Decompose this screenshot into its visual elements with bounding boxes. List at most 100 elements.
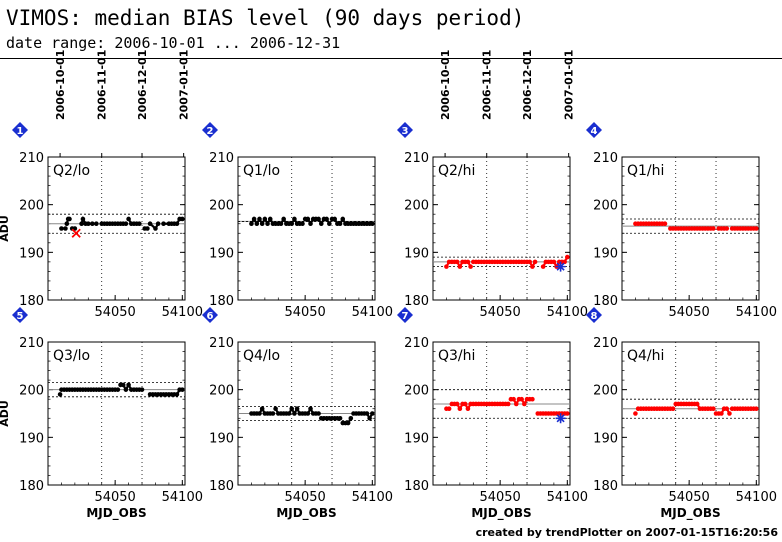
data-point: [308, 221, 313, 227]
data-point: [370, 221, 375, 227]
x-tick-label: 54100: [162, 305, 203, 320]
panel-number: 1: [17, 126, 24, 137]
y-tick-label: 190: [209, 246, 234, 261]
panel-number: 3: [402, 126, 409, 137]
y-tick-label: 210: [19, 336, 44, 351]
data-point: [633, 411, 638, 416]
data-point: [337, 415, 343, 421]
data-point: [532, 259, 538, 265]
data-point: [465, 406, 471, 412]
data-point: [257, 411, 262, 416]
panel-number-badge-icon: [397, 307, 413, 323]
panel-frame: [47, 341, 186, 486]
y-tick-label: 200: [404, 384, 429, 399]
data-point: [180, 216, 185, 222]
data-point: [286, 411, 292, 416]
data-point: [367, 415, 372, 421]
panel-2: 2 180 190 200 210 54050 54100 Q1/lo: [202, 122, 393, 320]
data-point: [337, 221, 343, 227]
y-tick-label: 180: [19, 294, 44, 309]
y-tick-label: 200: [209, 199, 234, 214]
panel-number-badge-icon: [586, 307, 602, 323]
data-point: [727, 411, 732, 416]
date-tick-label: 2006-12-01: [136, 50, 149, 120]
data-point: [340, 216, 346, 222]
data-point: [670, 406, 676, 412]
data-point: [457, 264, 463, 269]
data-point: [180, 387, 185, 392]
y-tick-label: 210: [404, 151, 429, 166]
data-point: [257, 216, 262, 222]
data-point: [281, 216, 286, 222]
data-point: [294, 406, 300, 412]
panel-number: 7: [402, 311, 409, 322]
y-tick-label: 190: [19, 246, 44, 261]
x-tick-label: 54100: [352, 490, 393, 505]
x-tick-label: 54100: [736, 490, 777, 505]
y-tick-label: 190: [404, 431, 429, 446]
data-point: [454, 259, 460, 265]
y-tick-label: 180: [19, 479, 44, 494]
x-axis-label: MJD_OBS: [471, 506, 531, 521]
panel-label: Q3/lo: [53, 348, 90, 364]
panel-label: Q2/hi: [438, 163, 475, 179]
data-point: [57, 392, 63, 397]
data-point: [724, 226, 730, 231]
data-point: [63, 226, 68, 231]
data-point: [147, 221, 153, 227]
data-point: [161, 221, 166, 227]
panel-frame: [47, 156, 186, 301]
y-tick-label: 180: [209, 479, 234, 494]
data-point: [519, 396, 524, 402]
panel-6: 6 180 190 200 210 54050 54100 MJD_OBS Q4/lo: [202, 307, 393, 521]
x-axis-label: MJD_OBS: [276, 506, 336, 521]
data-point: [249, 221, 254, 227]
panel-3: 3 2006-10-01 2006-11-01 2006-12-01 2007-01-0…: [397, 50, 588, 320]
x-tick-label: 54100: [736, 305, 777, 320]
data-point: [278, 221, 284, 227]
data-point: [259, 406, 265, 412]
x-tick-label: 54100: [547, 305, 588, 320]
data-point: [59, 226, 64, 231]
data-point: [270, 411, 276, 416]
y-tick-label: 200: [593, 199, 618, 214]
y-tick-label: 180: [209, 294, 234, 309]
y-tick-label: 200: [593, 384, 618, 399]
date-tick-label: 2007-01-01: [563, 50, 576, 120]
panel-number-badge-icon: [12, 122, 28, 138]
data-point: [327, 221, 332, 227]
data-point: [155, 221, 161, 227]
data-point: [465, 259, 471, 265]
data-point: [305, 411, 311, 416]
outlier-cross-marker: [71, 228, 81, 238]
data-point: [565, 254, 570, 260]
series-line: [250, 216, 276, 226]
data-point: [711, 406, 716, 412]
data-point: [724, 406, 730, 412]
y-tick-label: 210: [209, 151, 234, 166]
data-point: [719, 411, 724, 416]
data-point: [540, 264, 546, 269]
data-point: [505, 401, 511, 407]
data-point: [123, 221, 129, 227]
panel-number: 6: [207, 311, 214, 322]
panel-frame: [432, 156, 571, 301]
data-point: [345, 420, 351, 426]
date-tick-label: 2006-10-01: [439, 50, 452, 120]
x-tick-label: 54050: [479, 490, 520, 505]
title-divider: [0, 58, 782, 59]
panel-label: Q4/lo: [243, 348, 280, 364]
data-point: [468, 264, 473, 269]
panel-label: Q1/lo: [243, 163, 280, 179]
date-tick-label: 2006-10-01: [54, 50, 67, 120]
data-point: [754, 406, 759, 412]
data-point: [513, 401, 519, 407]
data-point: [305, 216, 311, 222]
data-point: [551, 259, 557, 265]
data-point: [316, 216, 321, 222]
y-tick-label: 210: [404, 336, 429, 351]
data-point: [273, 406, 278, 412]
data-point: [126, 216, 131, 222]
data-point: [174, 392, 180, 397]
